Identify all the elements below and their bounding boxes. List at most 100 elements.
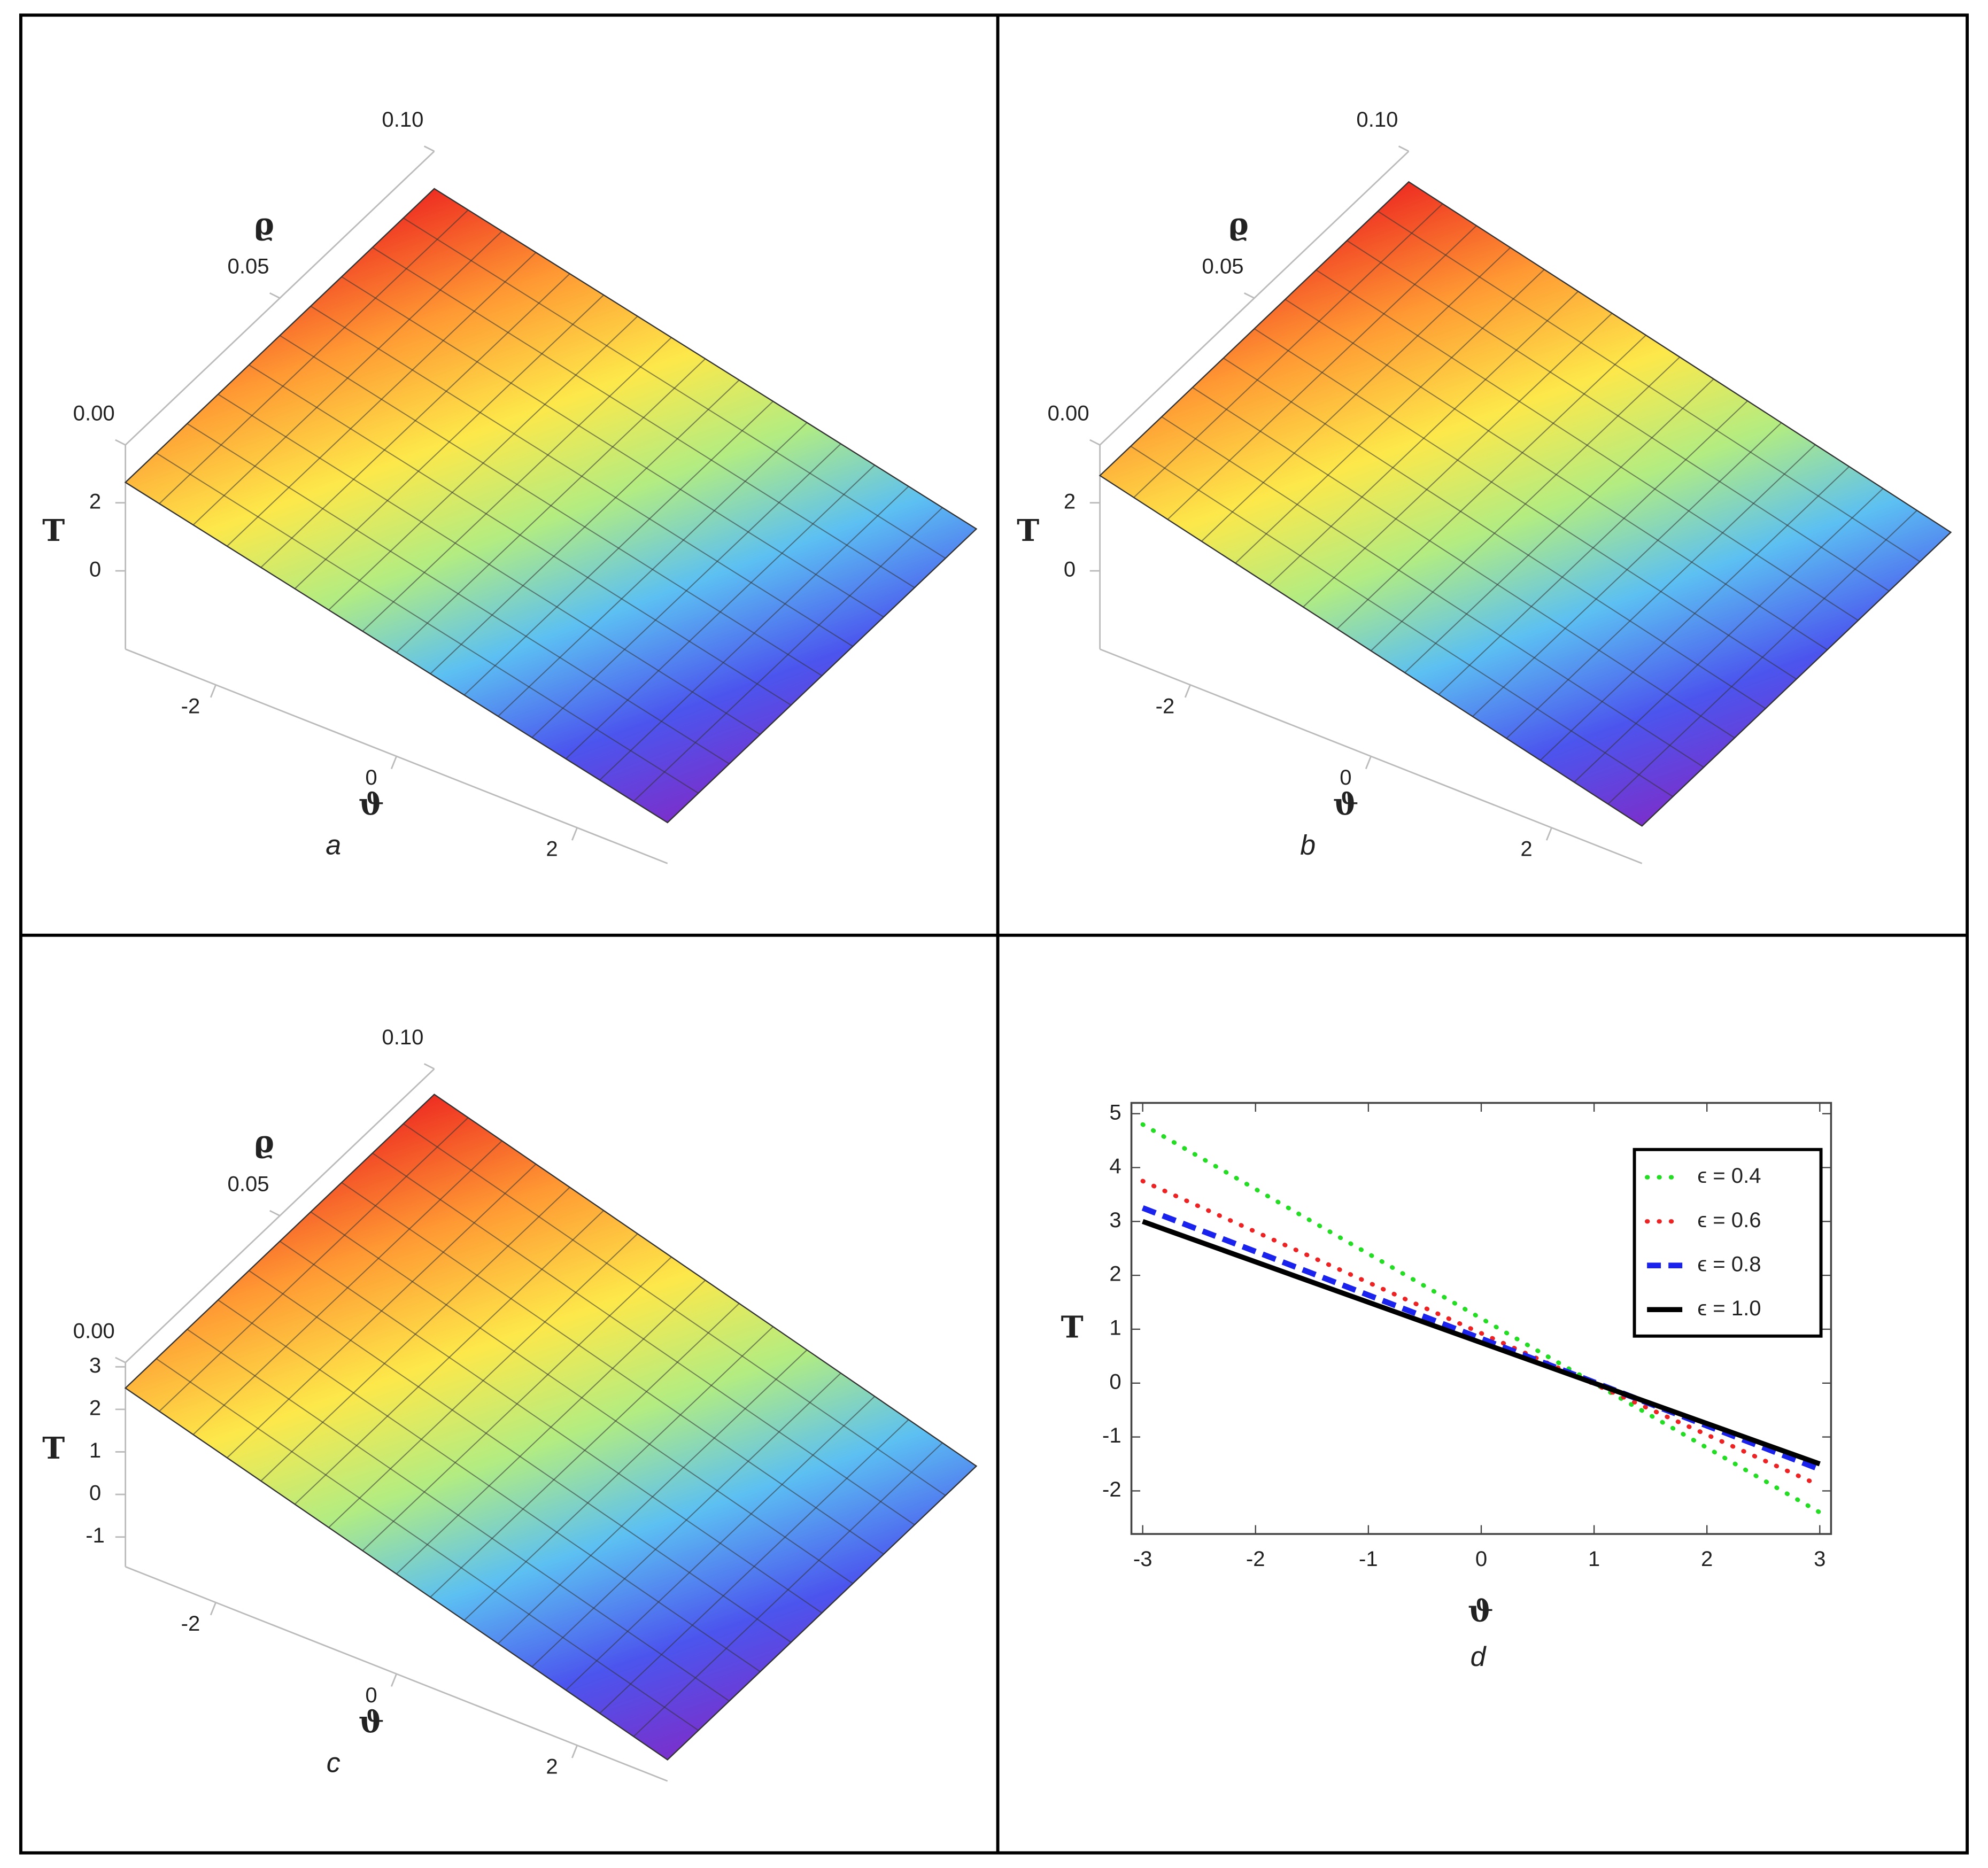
mesh-line: [1130, 445, 1674, 797]
mesh-line: [1192, 387, 1735, 739]
y-tick-label: 4: [1109, 1154, 1121, 1178]
x-axis-label: ϑ: [358, 1704, 384, 1740]
mesh-line: [310, 305, 853, 647]
x-tick: [1184, 684, 1191, 698]
z-tick-label: 3: [89, 1354, 101, 1377]
mesh-line: [341, 1182, 884, 1555]
y-tick-label: 1: [1109, 1316, 1121, 1340]
x-tick: [1365, 756, 1372, 770]
z-axis-label: T: [42, 513, 65, 548]
legend-label: ϵ = 1.0: [1697, 1297, 1761, 1320]
x-tick: [210, 1602, 216, 1616]
mesh-line: [1161, 416, 1704, 768]
mesh-line: [403, 218, 946, 559]
mesh-line: [1254, 328, 1797, 680]
y-tick-label: -1: [1102, 1424, 1121, 1447]
x-tick-label: 2: [1520, 838, 1532, 861]
mesh-line: [279, 335, 823, 677]
mesh-line: [372, 247, 915, 588]
y-tick-label: 0.05: [228, 1173, 269, 1196]
series-line: [1140, 1179, 1822, 1488]
y-axis-label: ϱ: [254, 207, 274, 242]
x-tick-label: 1: [1588, 1547, 1600, 1571]
y-tick: [1089, 439, 1101, 446]
y-tick: [1398, 145, 1410, 152]
x-tick: [571, 827, 578, 841]
x-tick-label: 0: [365, 1684, 377, 1707]
y-tick-label: 0.10: [382, 108, 423, 131]
series-line: [1140, 1122, 1822, 1515]
y-tick-label: 0.10: [1356, 108, 1398, 131]
series-line: [1142, 1219, 1821, 1467]
z-axis-label: T: [42, 1431, 65, 1466]
mesh-line: [249, 364, 792, 706]
y-tick-label: 0.05: [1202, 255, 1244, 278]
mesh-line: [279, 1241, 823, 1614]
z-tick-label: 2: [89, 1396, 101, 1420]
y-tick: [1243, 292, 1255, 299]
legend-label: ϵ = 0.4: [1697, 1164, 1761, 1188]
y-tick-label: 0.00: [1048, 401, 1089, 425]
mesh-line: [218, 1299, 761, 1672]
x-tick-label: -2: [181, 1612, 200, 1636]
mesh-line: [156, 1358, 699, 1731]
z-tick-label: 0: [89, 558, 101, 582]
z-tick-label: 0: [89, 1482, 101, 1505]
x-tick-label: 0: [1340, 766, 1351, 789]
mesh-line: [156, 452, 699, 794]
y-axis: [125, 1068, 435, 1363]
mesh-line: [1316, 269, 1859, 621]
caption: c: [327, 1747, 341, 1778]
x-tick-label: -2: [1156, 694, 1175, 718]
y-tick: [423, 1063, 435, 1070]
x-tick-label: 0: [1475, 1547, 1487, 1571]
z-tick-label: -1: [86, 1524, 105, 1547]
x-axis-label: ϑ: [358, 787, 384, 822]
legend-label: ϵ = 0.6: [1697, 1208, 1761, 1232]
y-tick: [269, 292, 281, 299]
y-tick: [269, 1210, 281, 1216]
x-tick-label: 2: [546, 1755, 558, 1779]
y-tick-label: 0.05: [228, 255, 269, 278]
legend-box: [1633, 1148, 1823, 1338]
y-axis-label: T: [1061, 1310, 1084, 1345]
y-tick-label: 0.00: [73, 401, 115, 425]
y-tick-label: 0: [1109, 1370, 1121, 1393]
caption: b: [1300, 829, 1316, 860]
x-tick: [571, 1745, 578, 1758]
x-tick-label: -2: [1246, 1547, 1265, 1571]
caption: d: [1471, 1641, 1487, 1672]
mesh-line: [372, 1152, 915, 1525]
z-axis-label: T: [1017, 513, 1039, 548]
y-tick-label: -2: [1102, 1478, 1121, 1501]
y-axis-label: ϱ: [254, 1125, 274, 1160]
z-tick-label: 2: [1064, 490, 1076, 513]
mesh-line: [218, 393, 761, 735]
x-tick-label: 0: [365, 766, 377, 789]
y-tick: [423, 145, 435, 152]
x-tick-label: 2: [546, 838, 558, 861]
x-tick-label: 2: [1701, 1547, 1713, 1571]
x-tick: [1545, 827, 1552, 841]
x-tick: [390, 756, 397, 770]
mesh-line: [187, 1329, 730, 1702]
y-tick-label: 3: [1109, 1208, 1121, 1232]
mesh-line: [403, 1123, 946, 1496]
mesh-line: [1347, 240, 1890, 592]
mesh-line: [1223, 358, 1766, 709]
y-tick-label: 5: [1109, 1100, 1121, 1124]
x-tick-label: -2: [181, 694, 200, 718]
z-tick-label: 2: [89, 490, 101, 513]
y-tick-label: 2: [1109, 1262, 1121, 1286]
y-tick-label: 0.00: [73, 1319, 115, 1343]
mesh-line: [187, 423, 730, 765]
y-tick: [115, 439, 126, 446]
x-tick: [210, 684, 216, 698]
x-axis-label: ϑ: [1468, 1593, 1494, 1629]
mesh-line: [310, 1211, 853, 1584]
y-tick-label: 0.10: [382, 1026, 423, 1049]
y-axis-label: ϱ: [1228, 207, 1249, 242]
x-tick-label: 3: [1814, 1547, 1825, 1571]
caption: a: [326, 829, 341, 860]
